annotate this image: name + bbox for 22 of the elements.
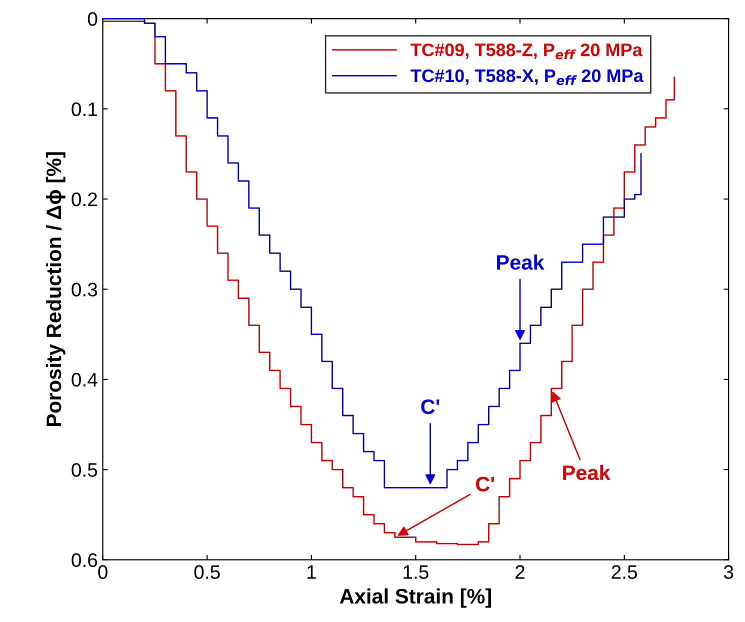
x-tick-label: 3 bbox=[724, 565, 734, 579]
x-tick-label: 1 bbox=[307, 565, 316, 579]
annotation: Peak bbox=[563, 464, 610, 480]
y-tick-label: 0.5 bbox=[72, 463, 98, 477]
y-tick-label: 0.3 bbox=[72, 282, 98, 296]
x-tick-label: 2 bbox=[516, 565, 524, 579]
y-tick-label: 0 bbox=[88, 12, 98, 26]
x-tick-label: 1.5 bbox=[404, 565, 428, 579]
y-tick-label: 0.2 bbox=[72, 192, 97, 206]
x-tick-label: 0 bbox=[98, 565, 108, 579]
legend-label: TC#09, T588-Z, P$_{eff}$ 20 MPa bbox=[410, 43, 643, 60]
y-tick-label: 0.4 bbox=[72, 372, 98, 387]
y-tick-label: 0.6 bbox=[72, 553, 98, 568]
y-tick-label: 0.1 bbox=[72, 102, 97, 116]
x-tick-label: 0.5 bbox=[194, 565, 220, 579]
annotation: C' bbox=[421, 399, 440, 414]
y-axis-title: Porosity Reduction / Δϕ [%] bbox=[46, 152, 66, 426]
annotation: C' bbox=[476, 476, 494, 492]
x-axis-title: Axial Strain [%] bbox=[340, 588, 491, 608]
legend-label: TC#10, T588-X, P$_{eff}$ 20 MPa bbox=[410, 69, 644, 86]
annotation: Peak bbox=[497, 254, 544, 270]
x-tick-label: 2.5 bbox=[612, 565, 638, 579]
